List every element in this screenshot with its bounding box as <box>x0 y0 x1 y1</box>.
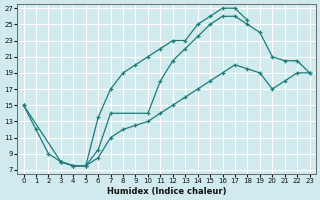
X-axis label: Humidex (Indice chaleur): Humidex (Indice chaleur) <box>107 187 226 196</box>
